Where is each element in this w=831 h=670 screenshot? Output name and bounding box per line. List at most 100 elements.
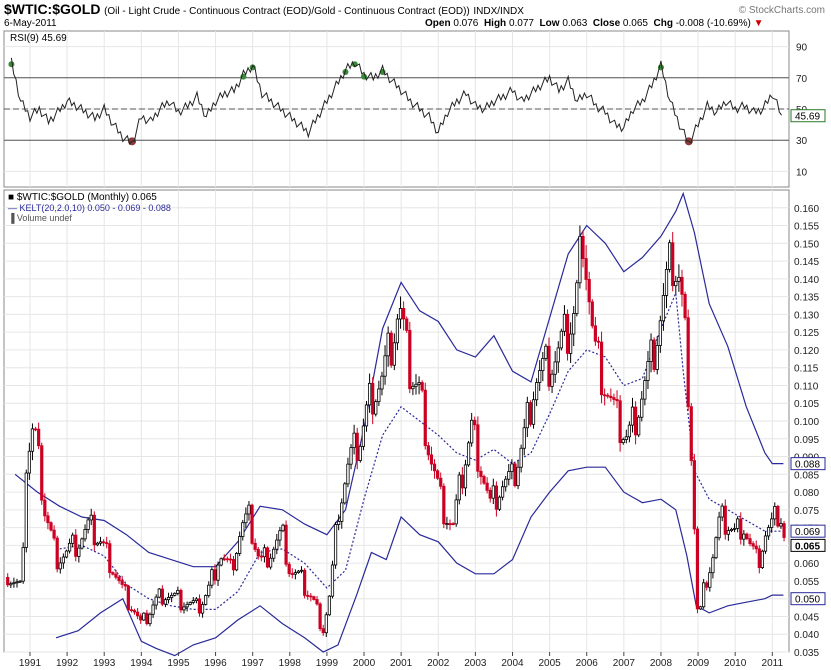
candle-body [705, 582, 709, 588]
candle-body [148, 613, 152, 625]
candle-body [389, 332, 393, 366]
candle-body [18, 580, 22, 583]
candle-body [525, 402, 529, 429]
candle-body [504, 478, 508, 488]
chart-date: 6-May-2011 [4, 18, 57, 29]
candle-body [760, 550, 765, 569]
stockcharts-credit[interactable]: © StockCharts.com [738, 5, 825, 16]
price-tick-label: 0.125 [794, 328, 819, 339]
candle-body [64, 550, 69, 558]
keltner-legend: — KELT(20,2.0,10) 0.050 - 0.069 - 0.088 [8, 203, 171, 213]
candle-body [9, 583, 13, 586]
candle-body [655, 345, 659, 370]
candle-body [49, 522, 53, 531]
candle-body [333, 524, 338, 566]
x-tick-label: 1992 [56, 658, 79, 669]
candle-body [188, 602, 192, 605]
candle-body [757, 548, 761, 569]
x-tick-label: 2001 [390, 658, 413, 669]
x-tick-label: 2005 [538, 658, 561, 669]
candle-body [321, 628, 325, 634]
candle-body [714, 537, 718, 559]
candle-body [612, 397, 616, 400]
candle-body [197, 598, 202, 614]
candle-body [528, 402, 533, 425]
candle-body [541, 358, 545, 371]
candle-body [281, 524, 285, 532]
candle-body [457, 474, 461, 501]
candle-body [92, 514, 96, 546]
candle-body [219, 558, 223, 566]
candle-body [225, 558, 229, 561]
candle-body [95, 542, 100, 546]
candle-body [234, 553, 239, 571]
candle-body [358, 445, 362, 461]
candle-body [269, 557, 273, 568]
candle-body [275, 539, 279, 550]
candle-body [609, 395, 613, 399]
candle-body [265, 547, 270, 568]
candle-body [720, 505, 724, 518]
candle-body [98, 541, 103, 544]
candle-body [170, 594, 174, 598]
candle-body [553, 361, 557, 375]
candle-body [664, 269, 669, 296]
rsi-line [10, 57, 783, 146]
candle-body [337, 521, 341, 525]
price-tick-label: 0.045 [794, 612, 819, 623]
candle-body [21, 547, 25, 582]
candle-body [596, 340, 601, 343]
rsi-tick-label: 70 [796, 74, 808, 85]
candle-body [556, 347, 560, 363]
candle-body [624, 436, 628, 441]
candle-body [460, 474, 464, 489]
candle-body [185, 603, 189, 608]
candle-body [463, 464, 468, 489]
candle-body [299, 569, 304, 572]
keltner-upper-line [14, 191, 784, 568]
candle-body [361, 425, 366, 447]
candle-body [739, 518, 743, 540]
candle-body [272, 548, 276, 559]
high-label: High [483, 18, 507, 29]
price-title: ■ $WTIC:$GOLD (Monthly) 0.065 [8, 192, 157, 203]
candle-body [318, 603, 322, 630]
price-panel: 0.0350.0400.0450.0500.0550.0600.0650.070… [3, 189, 826, 659]
price-tick-label: 0.095 [794, 435, 819, 446]
high-value: 0.077 [508, 18, 534, 29]
candle-body [157, 588, 161, 598]
price-tick-label: 0.135 [794, 293, 819, 304]
candle-body [426, 445, 430, 456]
candle-body [494, 485, 499, 510]
open-label: Open [425, 18, 451, 29]
symbol-label: $WTIC:$GOLD [4, 1, 101, 17]
candle-body [581, 235, 585, 259]
candle-body [290, 573, 294, 575]
price-tick-label: 0.130 [794, 310, 819, 321]
rsi-overbought-fill [8, 61, 15, 68]
candle-body [392, 342, 396, 366]
price-tick-label: 0.100 [794, 417, 819, 428]
candle-body [510, 463, 514, 472]
candle-body [668, 242, 672, 270]
candle-body [222, 558, 226, 561]
candle-body [37, 428, 41, 447]
candle-body [228, 558, 233, 561]
candle-body [633, 406, 638, 436]
candle-body [207, 584, 211, 596]
candle-body [315, 599, 319, 605]
candle-body [575, 282, 579, 314]
candle-body [584, 258, 588, 280]
current-value-label: 0.065 [795, 541, 820, 552]
candle-body [479, 470, 483, 477]
rsi-tick-label: 10 [796, 167, 808, 178]
candle-body [46, 515, 50, 524]
price-tick-label: 0.115 [794, 364, 819, 375]
candle-body [166, 597, 171, 601]
candle-body [111, 572, 115, 575]
candle-body [766, 527, 771, 537]
candle-body [287, 563, 291, 574]
candle-body [763, 535, 768, 552]
candle-body [473, 419, 477, 426]
